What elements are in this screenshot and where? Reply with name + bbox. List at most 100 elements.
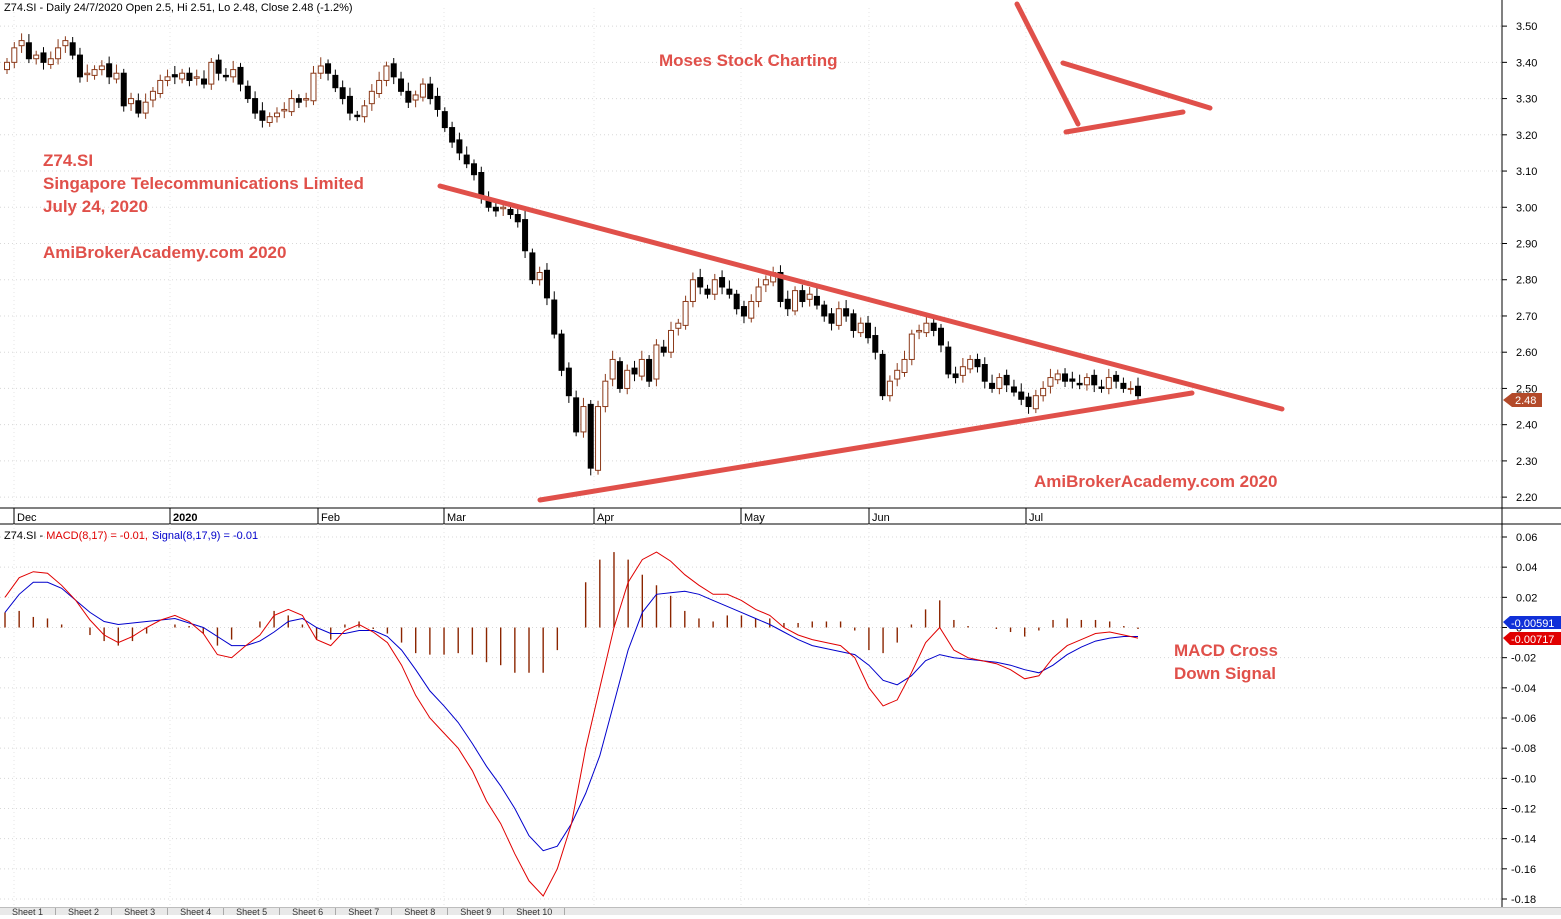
- candle: [215, 54, 222, 81]
- candle: [113, 64, 120, 84]
- candle: [558, 329, 565, 377]
- candle: [879, 350, 886, 401]
- macd-tick-label: 0.02: [1516, 592, 1537, 604]
- candle: [208, 58, 215, 90]
- candle-body: [310, 72, 317, 102]
- candle-body: [339, 87, 346, 100]
- candle-body: [106, 63, 113, 78]
- candle: [1032, 389, 1039, 414]
- candle: [332, 69, 339, 93]
- macd-panel-header: Z74.SI - MACD(8,17) = -0.01, Signal(8,17,…: [4, 530, 258, 542]
- candle-body: [186, 72, 193, 81]
- candle: [595, 400, 602, 475]
- candle-body: [624, 369, 631, 389]
- price-tick-label: 3.10: [1516, 166, 1537, 178]
- lower-trendline: [537, 390, 1195, 503]
- candle-body: [40, 52, 47, 63]
- candle-body: [755, 286, 762, 302]
- candle: [959, 358, 966, 383]
- candle: [1091, 369, 1098, 393]
- candle: [120, 68, 127, 112]
- candle-body: [697, 277, 704, 288]
- candle: [748, 294, 755, 323]
- candle-body: [113, 72, 120, 80]
- candle-body: [412, 94, 419, 101]
- candle: [901, 350, 908, 377]
- candle: [463, 146, 470, 169]
- candle-body: [368, 90, 375, 105]
- candle: [383, 61, 390, 87]
- candle: [456, 132, 463, 161]
- sheet-tab[interactable]: Sheet 9: [448, 908, 505, 915]
- date-label: Mar: [447, 512, 466, 524]
- candle: [25, 34, 32, 64]
- candle: [536, 266, 543, 286]
- sheet-tab[interactable]: Sheet 7: [336, 908, 393, 915]
- candle: [1120, 377, 1127, 393]
- candle-body: [923, 322, 930, 334]
- sheet-tab[interactable]: Sheet 1: [0, 908, 57, 915]
- candle-body: [996, 377, 1003, 389]
- sheet-tab[interactable]: Sheet 8: [392, 908, 449, 915]
- candle: [646, 355, 653, 387]
- candle-body: [1083, 377, 1090, 386]
- candle-body: [1062, 373, 1069, 382]
- candle: [587, 400, 594, 476]
- sheet-tab[interactable]: Sheet 2: [56, 908, 113, 915]
- candle: [171, 65, 178, 85]
- candle-body: [945, 346, 952, 375]
- candle-body: [799, 290, 806, 302]
- macd-cross-annotation-2: Down Signal: [1174, 664, 1276, 683]
- macd-tick-label: 0.04: [1516, 562, 1537, 574]
- date-label: Jun: [872, 512, 890, 524]
- candle-body: [208, 61, 215, 85]
- candle-body: [1098, 386, 1105, 389]
- candle: [33, 50, 40, 65]
- signal-header-value: Signal(8,17,9) = -0.01: [152, 530, 258, 542]
- candle-body: [244, 85, 251, 100]
- candle-body: [25, 42, 32, 60]
- candle: [98, 60, 105, 76]
- sheet-tab[interactable]: Sheet 4: [168, 908, 225, 915]
- candle: [142, 93, 149, 119]
- candle: [821, 300, 828, 322]
- sheet-tab[interactable]: Sheet 6: [280, 908, 337, 915]
- candle: [1098, 379, 1105, 393]
- candle: [1047, 368, 1054, 394]
- sheet-tab[interactable]: Sheet 3: [112, 908, 169, 915]
- date-label: Apr: [597, 512, 614, 524]
- candle: [434, 87, 441, 117]
- sheet-tab[interactable]: Sheet 5: [224, 908, 281, 915]
- candle: [361, 100, 368, 123]
- candle: [295, 94, 302, 108]
- price-tick-label: 2.70: [1516, 311, 1537, 323]
- macd-value-tag-text: -0.00717: [1511, 634, 1554, 646]
- candle-body: [908, 333, 915, 360]
- candle-body: [179, 72, 186, 80]
- candle-body: [193, 76, 200, 79]
- candle: [733, 289, 740, 315]
- candle: [237, 63, 244, 92]
- candle: [419, 78, 426, 102]
- candle-body: [675, 322, 682, 329]
- candle: [923, 315, 930, 337]
- candle-body: [273, 112, 280, 118]
- macd-grid: [0, 536, 1502, 900]
- candle-body: [354, 114, 361, 118]
- candle-body: [1105, 377, 1112, 389]
- candle: [76, 47, 83, 83]
- candle-body: [660, 346, 667, 353]
- sheet-tab[interactable]: Sheet 10: [504, 908, 566, 915]
- price-panel-header: Z74.SI - Daily 24/7/2020 Open 2.5, Hi 2.…: [4, 2, 353, 14]
- candle-body: [47, 58, 54, 66]
- candle-body: [886, 380, 893, 397]
- candle: [11, 42, 18, 69]
- candle: [704, 284, 711, 299]
- candle-body: [76, 54, 83, 78]
- candle-body: [595, 406, 602, 471]
- sketch-line-2: [1063, 109, 1186, 135]
- candle-body: [514, 214, 521, 223]
- candle-body: [668, 329, 675, 353]
- candle-body: [952, 373, 959, 379]
- candle: [668, 321, 675, 358]
